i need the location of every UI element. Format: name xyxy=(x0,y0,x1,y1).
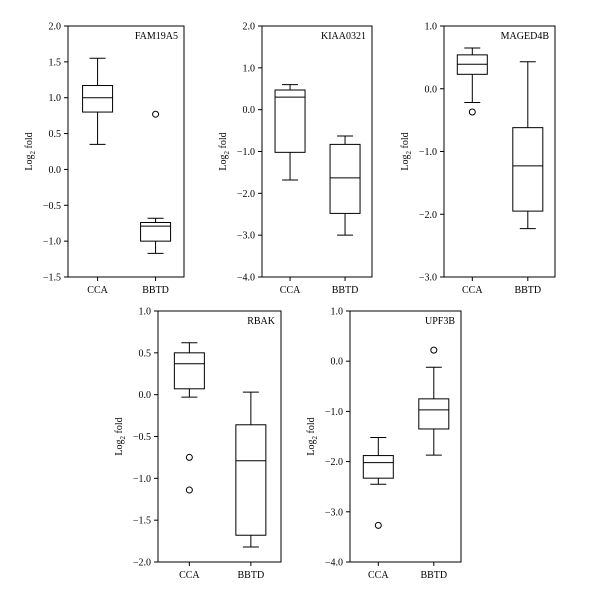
y-tick-label: 2.0 xyxy=(243,22,256,33)
y-axis-label: Log2 fold xyxy=(400,132,413,170)
panel-kiaa0321: −4.0 −3.0 −2.0 −1.0 0.0 1.0 2.0 CCA BBTD KIAA0321… xyxy=(218,22,373,296)
y-tick-label: 0.0 xyxy=(49,165,62,176)
outlier-point xyxy=(185,453,193,461)
x-tick-label-bbtd: BBTD xyxy=(332,285,359,296)
x-tick-label-cca: CCA xyxy=(280,285,301,296)
y-axis-label: Log2 fold xyxy=(114,417,127,455)
y-axis-label: Log2 fold xyxy=(306,417,319,455)
panel-fam19a5: −1.5 −1.0 −0.5 0.0 0.5 1.0 1.5 2.0 CCA BBTD FAM19A… xyxy=(24,22,185,296)
iqr-box xyxy=(274,89,306,153)
iqr-box xyxy=(173,352,205,390)
panel-rbak: −2.0 −1.5 −1.0 −0.5 0.0 0.5 1.0 CCA BBTD RBAK Log2… xyxy=(114,307,282,581)
y-tick-label: 1.0 xyxy=(139,307,152,318)
iqr-box xyxy=(512,127,544,212)
y-tick-label: 0.0 xyxy=(331,357,344,368)
x-tick-label-bbtd: BBTD xyxy=(142,285,169,296)
y-axis-label: Log2 fold xyxy=(24,132,37,170)
y-tick-label: 0.0 xyxy=(425,84,438,95)
outlier-point xyxy=(185,486,193,494)
y-axis-label: Log2 fold xyxy=(218,132,231,170)
y-tick-label: −0.5 xyxy=(43,201,61,212)
iqr-box xyxy=(362,455,394,479)
box-bbtd xyxy=(329,135,361,236)
panel-maged4b: −3.0 −2.0 −1.0 0.0 1.0 CCA BBTD MAGED4B Log2 fol… xyxy=(400,22,556,296)
box-cca xyxy=(456,47,488,116)
y-tick-label: −1.0 xyxy=(325,407,343,418)
gene-label: MAGED4B xyxy=(501,31,550,42)
y-tick-label: 2.0 xyxy=(49,22,62,33)
plot-frame xyxy=(349,310,462,563)
x-tick-label-cca: CCA xyxy=(368,570,389,581)
y-tick-label: −2.0 xyxy=(133,558,151,569)
y-tick-label: −1.0 xyxy=(133,474,151,485)
outlier-point xyxy=(152,110,160,118)
gene-label: RBAK xyxy=(247,316,276,327)
y-tick-label: −1.5 xyxy=(43,273,61,284)
iqr-box xyxy=(418,398,450,430)
iqr-box xyxy=(140,221,172,242)
y-tick-label: 1.0 xyxy=(425,22,438,33)
box-cca xyxy=(82,57,114,145)
y-tick-label: −1.0 xyxy=(419,147,437,158)
x-tick-label-bbtd: BBTD xyxy=(238,570,265,581)
box-bbtd xyxy=(235,391,267,548)
y-tick-label: 1.0 xyxy=(49,93,62,104)
y-tick-label: 0.5 xyxy=(49,129,62,140)
y-tick-label: 1.5 xyxy=(49,57,62,68)
y-tick-label: 0.0 xyxy=(139,390,152,401)
y-tick-label: −3.0 xyxy=(325,507,343,518)
iqr-box xyxy=(235,424,267,536)
y-tick-label: −4.0 xyxy=(325,558,343,569)
panel-upf3b: −4.0 −3.0 −2.0 −1.0 0.0 1.0 CCA BBTD UPF3B Log2 f… xyxy=(306,307,462,581)
x-tick-label-cca: CCA xyxy=(462,285,483,296)
y-tick-label: −1.0 xyxy=(237,147,255,158)
y-tick-label: 1.0 xyxy=(331,307,344,318)
y-tick-label: −1.0 xyxy=(43,237,61,248)
box-cca xyxy=(173,342,205,494)
box-bbtd xyxy=(418,346,450,456)
y-tick-label: 0.5 xyxy=(139,348,152,359)
y-tick-label: 0.0 xyxy=(243,105,256,116)
box-bbtd xyxy=(140,110,172,254)
gene-label: FAM19A5 xyxy=(135,31,178,42)
y-tick-label: −4.0 xyxy=(237,273,255,284)
box-cca xyxy=(362,437,394,529)
y-tick-label: 1.0 xyxy=(243,63,256,74)
y-tick-label: −0.5 xyxy=(133,432,151,443)
y-tick-label: −2.0 xyxy=(419,210,437,221)
x-tick-label-cca: CCA xyxy=(179,570,200,581)
y-tick-label: −1.5 xyxy=(133,516,151,527)
outlier-point xyxy=(468,108,476,116)
gene-label: KIAA0321 xyxy=(321,31,366,42)
iqr-box xyxy=(329,143,361,214)
iqr-box xyxy=(82,85,114,113)
outlier-point xyxy=(374,521,382,529)
x-tick-label-bbtd: BBTD xyxy=(420,570,447,581)
box-cca xyxy=(274,84,306,181)
y-tick-label: −3.0 xyxy=(419,273,437,284)
plot-frame xyxy=(67,25,185,278)
x-tick-label-bbtd: BBTD xyxy=(514,285,541,296)
box-bbtd xyxy=(512,61,544,230)
x-tick-label-cca: CCA xyxy=(87,285,108,296)
outlier-point xyxy=(430,346,438,354)
y-tick-label: −3.0 xyxy=(237,231,255,242)
gene-label: UPF3B xyxy=(425,316,455,327)
y-tick-label: −2.0 xyxy=(325,457,343,468)
y-tick-label: −2.0 xyxy=(237,189,255,200)
